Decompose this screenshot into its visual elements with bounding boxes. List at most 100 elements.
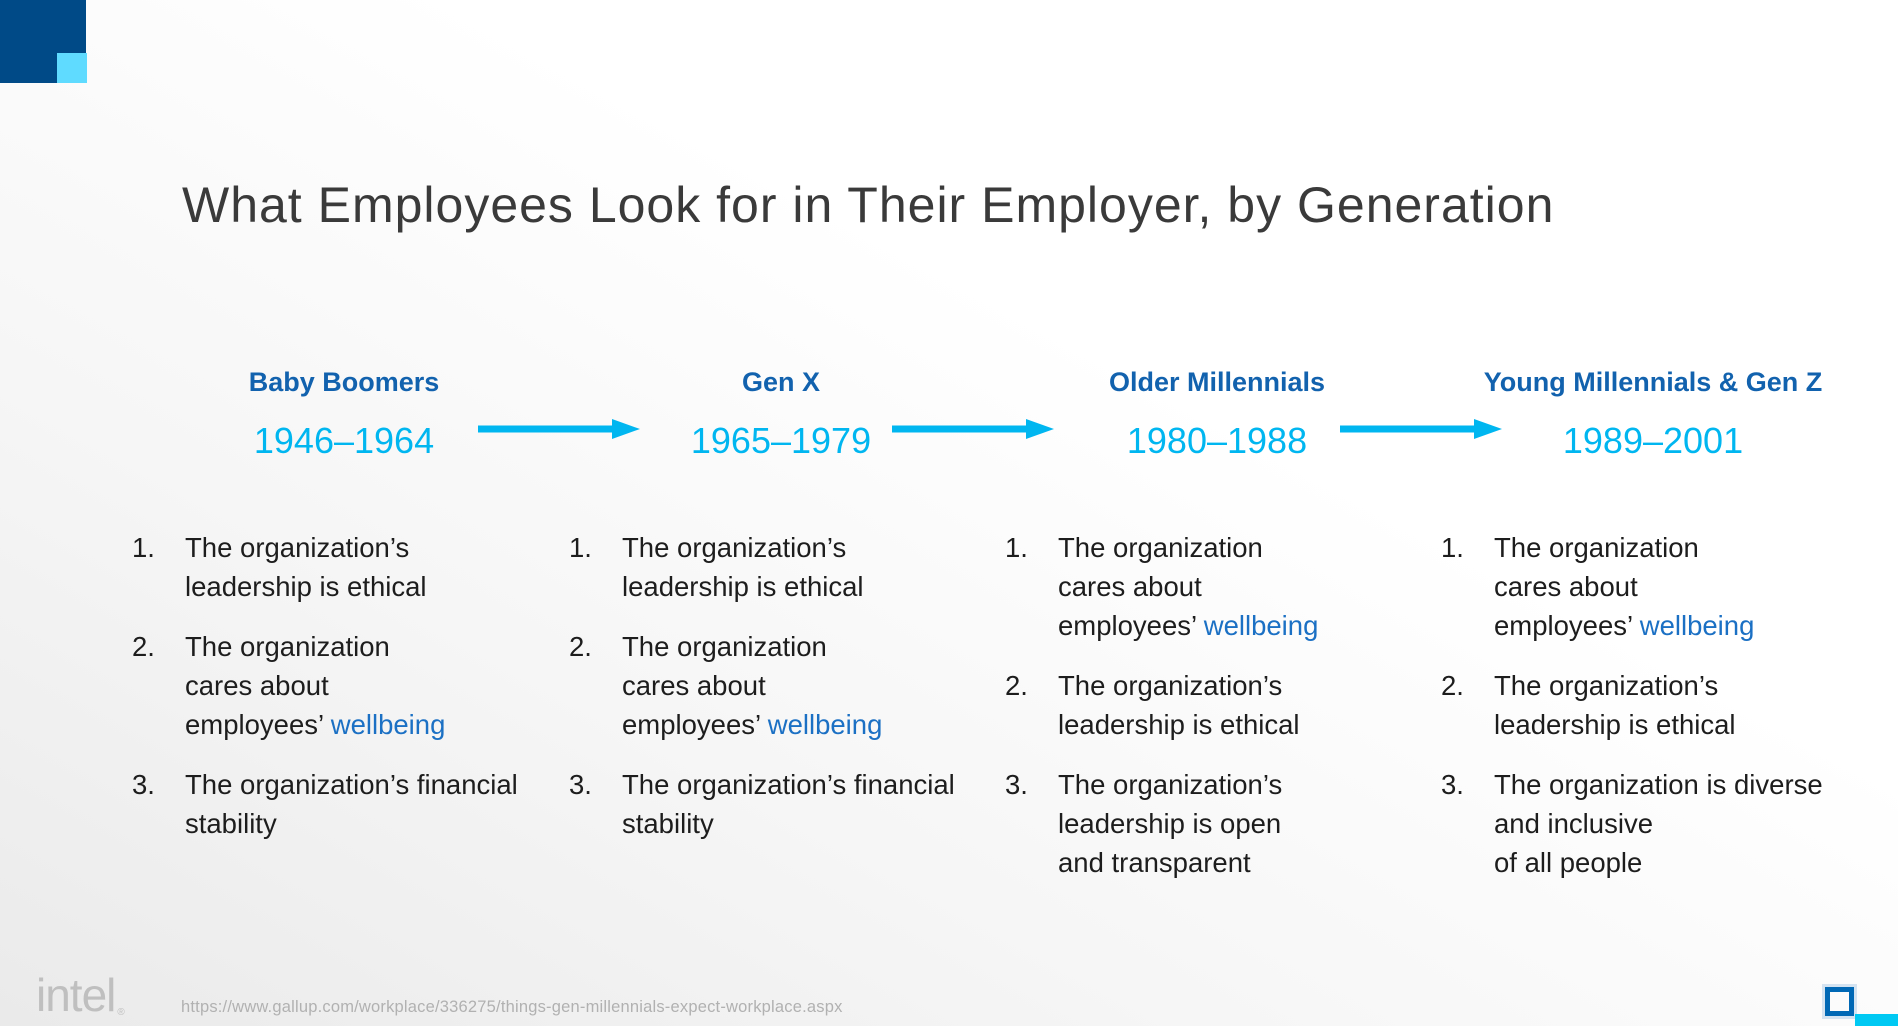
text-segment: The organization is diverse — [1494, 769, 1823, 800]
item-text: The organization is diverse and inclusive… — [1494, 765, 1871, 882]
item-number: 3. — [1005, 769, 1028, 800]
item-line: The organization — [185, 627, 562, 666]
list-item: 2. The organization’s leadership is ethica… — [1005, 666, 1435, 744]
text-segment: employees’ — [1494, 610, 1640, 641]
outline-square-icon — [1825, 987, 1854, 1016]
text-segment: The organization’s — [1494, 670, 1719, 701]
list-item: 1. The organization’s leadership is ethica… — [569, 528, 999, 606]
text-segment: The organization — [185, 631, 390, 662]
text-segment: cares about — [1058, 571, 1202, 602]
item-text: The organization’s leadership is ethical — [1494, 666, 1871, 744]
generation-name: Baby Boomers — [248, 367, 440, 397]
item-line: leadership is open — [1058, 804, 1435, 843]
text-segment: stability — [185, 808, 277, 839]
cyan-square — [57, 53, 87, 83]
text-segment: cares about — [185, 670, 329, 701]
priority-list: 1. The organization cares about employees’ … — [1435, 528, 1871, 882]
text-segment: of all people — [1494, 847, 1643, 878]
priority-list: 1. The organization cares about employees’ … — [999, 528, 1435, 882]
item-line: stability — [622, 804, 999, 843]
item-number: 3. — [1441, 769, 1464, 800]
item-number: 3. — [569, 769, 592, 800]
source-url: https://www.gallup.com/workplace/336275/… — [181, 998, 843, 1016]
intel-logo-text: intel — [36, 969, 116, 1021]
text-segment: employees’ — [622, 709, 768, 740]
item-line: cares about — [622, 666, 999, 705]
text-segment: leadership is open — [1058, 808, 1282, 839]
item-line: The organization’s financial — [185, 765, 562, 804]
item-text: The organization’s leadership is open and … — [1058, 765, 1435, 882]
item-text: The organization’s leadership is ethical — [185, 528, 562, 606]
item-text: The organization’s leadership is ethical — [622, 528, 999, 606]
cyan-corner-strip — [1855, 1014, 1898, 1026]
item-line: employees’ wellbeing — [1058, 606, 1435, 645]
item-text: The organization’s financial stability — [185, 765, 562, 843]
list-item: 2. The organization cares about employees’ … — [132, 627, 562, 744]
generation-years: 1989–2001 — [1562, 420, 1744, 461]
item-line: cares about — [1058, 567, 1435, 606]
item-line: employees’ wellbeing — [1494, 606, 1871, 645]
generation-years: 1980–1988 — [1126, 420, 1308, 461]
item-line: and inclusive — [1494, 804, 1871, 843]
list-item: 3. The organization is diverse and inclusi… — [1441, 765, 1871, 882]
text-segment: The organization’s — [1058, 769, 1283, 800]
item-line: cares about — [1494, 567, 1871, 606]
text-segment: employees’ — [185, 709, 331, 740]
generation-header: Baby Boomers 1946–1964 — [126, 362, 562, 528]
wellbeing-highlight: wellbeing — [1639, 610, 1755, 641]
text-segment: leadership is ethical — [185, 571, 427, 602]
text-segment: and inclusive — [1494, 808, 1653, 839]
item-line: leadership is ethical — [1058, 705, 1435, 744]
item-line: employees’ wellbeing — [622, 705, 999, 744]
text-segment: cares about — [1494, 571, 1638, 602]
intel-logo: intel ® — [36, 972, 125, 1018]
generation-name: Gen X — [741, 367, 821, 397]
generation-header: Gen X 1965–1979 — [563, 362, 999, 528]
flow-arrow-icon — [478, 419, 640, 439]
text-segment: stability — [622, 808, 714, 839]
item-text: The organization cares about employees’ we… — [185, 627, 562, 744]
item-line: The organization’s — [1058, 765, 1435, 804]
text-segment: The organization’s financial — [185, 769, 518, 800]
flow-arrow-icon — [892, 419, 1054, 439]
text-segment: and transparent — [1058, 847, 1251, 878]
text-segment: leadership is ethical — [622, 571, 864, 602]
generation-name: Older Millennials — [1108, 367, 1326, 397]
priority-list: 1. The organization’s leadership is ethica… — [126, 528, 562, 843]
page-title: What Employees Look for in Their Employe… — [182, 177, 1555, 233]
flow-arrow-icon — [1340, 419, 1502, 439]
generation-header: Older Millennials 1980–1988 — [999, 362, 1435, 528]
item-line: The organization’s — [1494, 666, 1871, 705]
list-item: 3. The organization’s leadership is open an… — [1005, 765, 1435, 882]
list-item: 2. The organization cares about employees’ … — [569, 627, 999, 744]
text-segment: The organization’s — [622, 532, 847, 563]
item-line: of all people — [1494, 843, 1871, 882]
item-number: 2. — [569, 631, 592, 662]
list-item: 1. The organization cares about employees’ … — [1005, 528, 1435, 645]
item-text: The organization’s leadership is ethical — [1058, 666, 1435, 744]
item-number: 1. — [132, 532, 155, 563]
list-item: 1. The organization cares about employees’ … — [1441, 528, 1871, 645]
text-segment: The organization’s financial — [622, 769, 955, 800]
list-item: 2. The organization’s leadership is ethica… — [1441, 666, 1871, 744]
text-segment: The organization’s — [185, 532, 410, 563]
item-line: The organization — [622, 627, 999, 666]
wellbeing-highlight: wellbeing — [1203, 610, 1319, 641]
item-text: The organization cares about employees’ we… — [1058, 528, 1435, 645]
text-segment: The organization — [1494, 532, 1699, 563]
list-item: 3. The organization’s financial stability — [132, 765, 562, 843]
wellbeing-highlight: wellbeing — [767, 709, 883, 740]
generation-column-2: Gen X 1965–1979 1. The organization’s leader… — [563, 362, 999, 864]
item-line: The organization’s — [1058, 666, 1435, 705]
item-line: cares about — [185, 666, 562, 705]
generation-column-1: Baby Boomers 1946–1964 1. The organization’… — [126, 362, 562, 864]
wellbeing-highlight: wellbeing — [330, 709, 446, 740]
item-line: leadership is ethical — [185, 567, 562, 606]
item-line: leadership is ethical — [622, 567, 999, 606]
item-number: 2. — [1441, 670, 1464, 701]
generation-header: Young Millennials & Gen Z 1989–2001 — [1435, 362, 1871, 528]
item-line: stability — [185, 804, 562, 843]
generation-years: 1946–1964 — [253, 420, 435, 461]
item-number: 3. — [132, 769, 155, 800]
